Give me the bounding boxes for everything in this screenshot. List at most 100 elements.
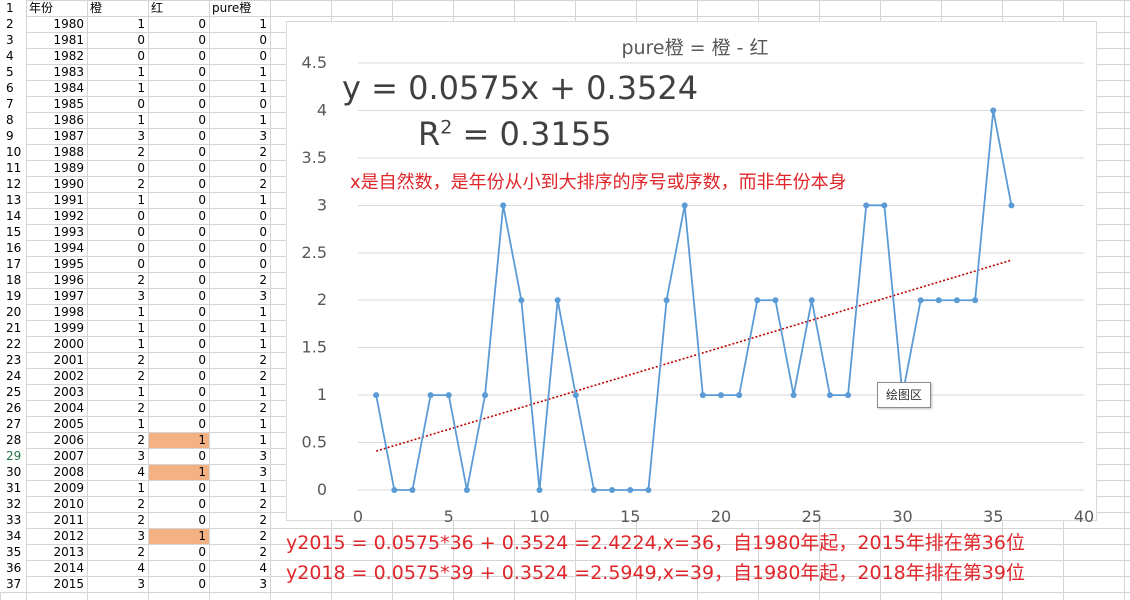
row-header[interactable]: 37 (0, 576, 26, 592)
cell-orange[interactable]: 0 (137, 241, 145, 255)
data-point[interactable] (590, 487, 597, 493)
cell-pure[interactable]: 2 (259, 353, 267, 367)
data-point[interactable] (500, 202, 507, 209)
cell-year[interactable]: 1980 (53, 17, 84, 31)
cell-orange[interactable]: 0 (137, 225, 145, 239)
cell-year[interactable]: 1999 (53, 321, 84, 335)
row-header[interactable]: 4 (0, 48, 26, 64)
cell-orange[interactable]: 1 (137, 81, 145, 95)
cell-red[interactable]: 0 (198, 481, 206, 495)
data-point[interactable] (935, 297, 942, 304)
cell-pure[interactable]: 1 (259, 481, 267, 495)
header-pure[interactable]: pure橙 (212, 1, 252, 15)
cell-orange[interactable]: 0 (137, 49, 145, 63)
cell-pure[interactable]: 1 (259, 193, 267, 207)
cell-red[interactable]: 0 (198, 369, 206, 383)
cell-red[interactable]: 0 (198, 257, 206, 271)
cell-orange[interactable]: 3 (137, 289, 145, 303)
cell-orange[interactable]: 2 (137, 177, 145, 191)
row-header[interactable]: 25 (0, 384, 26, 400)
data-point[interactable] (391, 487, 398, 493)
cell-red[interactable]: 0 (198, 17, 206, 31)
cell-red[interactable]: 1 (198, 433, 206, 447)
cell-pure[interactable]: 1 (259, 417, 267, 431)
cell-red[interactable]: 0 (198, 193, 206, 207)
cell-orange[interactable]: 2 (137, 401, 145, 415)
row-header[interactable]: 29 (0, 448, 26, 464)
cell-year[interactable]: 2002 (53, 369, 84, 383)
cell-orange[interactable]: 1 (137, 305, 145, 319)
cell-orange[interactable]: 1 (137, 417, 145, 431)
data-point[interactable] (699, 392, 706, 399)
cell-red[interactable]: 0 (198, 417, 206, 431)
row-header[interactable]: 23 (0, 352, 26, 368)
cell-pure[interactable]: 1 (259, 17, 267, 31)
header-year[interactable]: 年份 (29, 1, 54, 15)
cell-pure[interactable]: 1 (259, 113, 267, 127)
row-header[interactable]: 15 (0, 224, 26, 240)
cell-orange[interactable]: 3 (137, 129, 145, 143)
cell-pure[interactable]: 2 (259, 513, 267, 527)
cell-pure[interactable]: 1 (259, 81, 267, 95)
data-point[interactable] (536, 487, 543, 493)
cell-pure[interactable]: 0 (259, 241, 267, 255)
cell-pure[interactable]: 3 (259, 577, 267, 591)
data-point[interactable] (754, 297, 761, 304)
cell-pure[interactable]: 3 (259, 449, 267, 463)
row-header[interactable]: 18 (0, 272, 26, 288)
cell-year[interactable]: 1986 (53, 113, 84, 127)
data-point[interactable] (1008, 202, 1015, 209)
cell-orange[interactable]: 4 (137, 465, 145, 479)
cell-pure[interactable]: 2 (259, 369, 267, 383)
row-header[interactable]: 28 (0, 432, 26, 448)
cell-pure[interactable]: 3 (259, 465, 267, 479)
cell-red[interactable]: 0 (198, 289, 206, 303)
cell-pure[interactable]: 0 (259, 161, 267, 175)
cell-red[interactable]: 0 (198, 225, 206, 239)
data-point[interactable] (445, 392, 452, 399)
row-header[interactable]: 9 (0, 128, 26, 144)
row-header[interactable]: 26 (0, 400, 26, 416)
cell-orange[interactable]: 3 (137, 577, 145, 591)
data-point[interactable] (518, 297, 525, 304)
data-point[interactable] (572, 392, 579, 399)
cell-year[interactable]: 1990 (53, 177, 84, 191)
cell-red[interactable]: 0 (198, 65, 206, 79)
cell-year[interactable]: 2013 (53, 545, 84, 559)
cell-orange[interactable]: 2 (137, 145, 145, 159)
header-red[interactable]: 红 (151, 1, 164, 15)
data-point[interactable] (772, 297, 779, 304)
cell-orange[interactable]: 1 (137, 65, 145, 79)
cell-red[interactable]: 0 (198, 497, 206, 511)
data-point[interactable] (373, 392, 380, 399)
row-header[interactable]: 20 (0, 304, 26, 320)
cell-red[interactable]: 0 (198, 33, 206, 47)
cell-year[interactable]: 1994 (53, 241, 84, 255)
data-point[interactable] (663, 297, 670, 304)
row-header[interactable]: 33 (0, 512, 26, 528)
cell-pure[interactable]: 1 (259, 385, 267, 399)
cell-year[interactable]: 2011 (53, 513, 84, 527)
cell-pure[interactable]: 0 (259, 257, 267, 271)
data-point[interactable] (718, 392, 724, 399)
cell-pure[interactable]: 1 (259, 321, 267, 335)
cell-orange[interactable]: 2 (137, 369, 145, 383)
cell-pure[interactable]: 2 (259, 177, 267, 191)
row-header[interactable]: 13 (0, 192, 26, 208)
data-point[interactable] (953, 297, 960, 304)
cell-red[interactable]: 0 (198, 305, 206, 319)
cell-orange[interactable]: 3 (137, 449, 145, 463)
row-header[interactable]: 5 (0, 64, 26, 80)
cell-year[interactable]: 1993 (53, 225, 84, 239)
data-point[interactable] (808, 297, 815, 304)
cell-year[interactable]: 1991 (53, 193, 84, 207)
linear-trendline[interactable] (375, 259, 1012, 452)
cell-red[interactable]: 0 (198, 113, 206, 127)
cell-orange[interactable]: 1 (137, 321, 145, 335)
chart-area[interactable]: pure橙 = 橙 - 红 0 0.5 1 1.5 2 2.5 3 3.5 4 4.5 0 5 10 1… (286, 21, 1097, 522)
cell-pure[interactable]: 0 (259, 209, 267, 223)
cell-pure[interactable]: 3 (259, 129, 267, 143)
cell-red[interactable]: 0 (198, 337, 206, 351)
cell-orange[interactable]: 4 (137, 561, 145, 575)
cell-red[interactable]: 0 (198, 145, 206, 159)
